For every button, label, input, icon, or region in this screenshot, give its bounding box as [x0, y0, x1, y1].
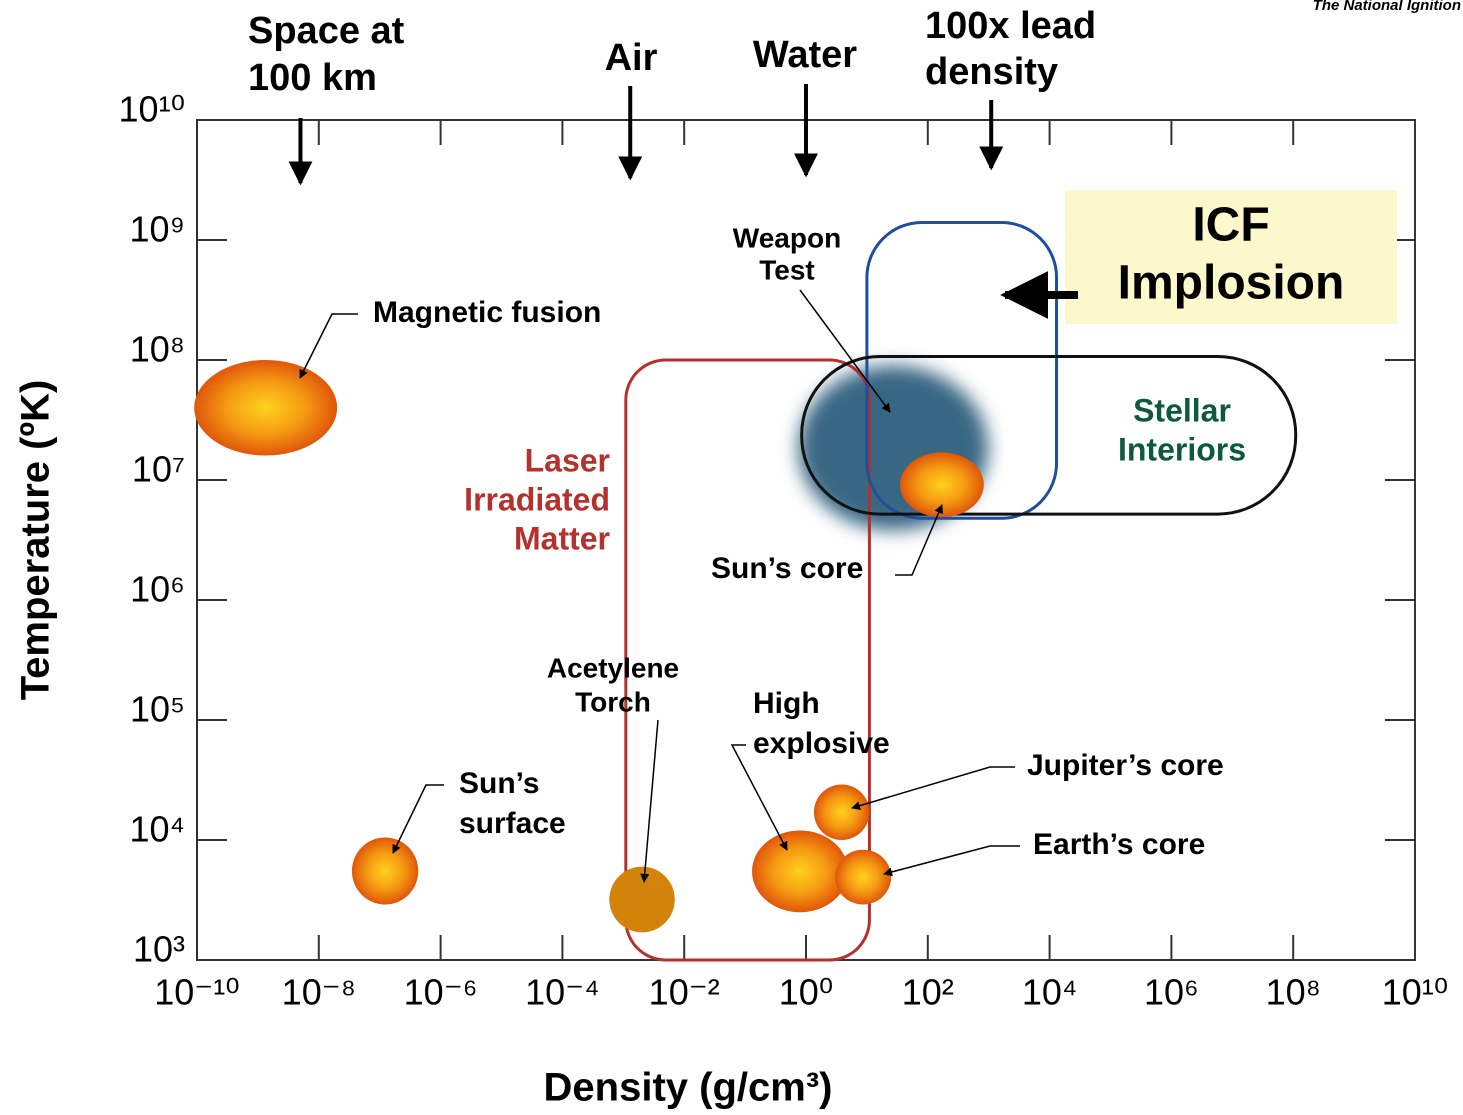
x-tick-label: 10⁻⁴	[525, 972, 600, 1013]
y-tick-label: 10⁴	[129, 809, 185, 850]
blob-label: explosive	[753, 727, 890, 760]
y-tick-label: 10¹⁰	[119, 89, 185, 130]
leader-line	[732, 745, 787, 850]
x-axis-title: Density (g/cm³)	[544, 1066, 833, 1110]
blob	[609, 867, 674, 933]
leader-line	[300, 314, 358, 378]
marker-label: 100x lead	[925, 5, 1096, 47]
blob-label: Sun’s core	[711, 552, 863, 585]
y-tick-label: 10⁵	[130, 689, 185, 730]
x-tick-label: 10⁻¹⁰	[154, 972, 239, 1013]
blob-label: surface	[459, 807, 566, 840]
region-label: Interiors	[1118, 431, 1246, 467]
marker-label: Space at	[248, 10, 405, 52]
marker-label: Air	[605, 37, 658, 79]
blob-label: Test	[759, 254, 815, 285]
region-label: Matter	[514, 520, 610, 556]
x-tick-label: 10⁸	[1266, 972, 1321, 1013]
header: The National Ignition	[1313, 0, 1461, 14]
blob-label: Weapon	[733, 222, 841, 253]
marker-label: density	[925, 51, 1058, 93]
marker-label: Water	[753, 34, 857, 76]
x-tick-label: 10⁴	[1022, 972, 1078, 1013]
x-tick-label: 10⁻⁸	[282, 972, 356, 1013]
leader-line	[644, 720, 658, 882]
x-tick-label: 10²	[902, 972, 954, 1013]
blob-label: Magnetic fusion	[373, 296, 601, 329]
region-label: Implosion	[1118, 257, 1345, 310]
x-tick-label: 10¹⁰	[1382, 972, 1448, 1013]
region-label: ICF	[1192, 199, 1269, 252]
x-tick-label: 10⁶	[1144, 972, 1199, 1013]
x-tick-label: 10⁻²	[649, 972, 720, 1013]
blob	[814, 785, 869, 840]
region-label: Irradiated	[464, 481, 610, 517]
x-tick-label: 10⁻⁶	[404, 972, 478, 1013]
blob	[900, 452, 984, 517]
region-label: Stellar	[1133, 392, 1231, 428]
y-tick-label: 10³	[133, 929, 185, 970]
y-axis-title: Temperature (ºK)	[14, 380, 58, 701]
blob	[352, 837, 418, 904]
blob-label: High	[753, 687, 820, 720]
leader-line	[884, 846, 1020, 874]
blob	[194, 360, 337, 456]
marker-label: 100 km	[248, 57, 377, 99]
y-tick-label: 10⁶	[130, 569, 185, 610]
blob	[752, 830, 848, 912]
blob-label: Torch	[575, 686, 651, 717]
blob-label: Acetylene	[547, 652, 679, 683]
y-tick-label: 10⁷	[132, 449, 185, 490]
y-tick-label: 10⁸	[130, 329, 185, 370]
chart: The National Ignition Density (g/cm³) Te…	[0, 0, 1463, 1115]
blob-label: Jupiter’s core	[1027, 749, 1224, 782]
x-tick-label: 10⁰	[779, 972, 833, 1013]
region-label: Laser	[525, 442, 610, 478]
blob-label: Earth’s core	[1033, 828, 1205, 861]
leader-line	[852, 767, 1015, 808]
blob-label: Sun’s	[459, 767, 540, 800]
blob	[835, 850, 891, 905]
y-tick-label: 10⁹	[130, 209, 185, 250]
